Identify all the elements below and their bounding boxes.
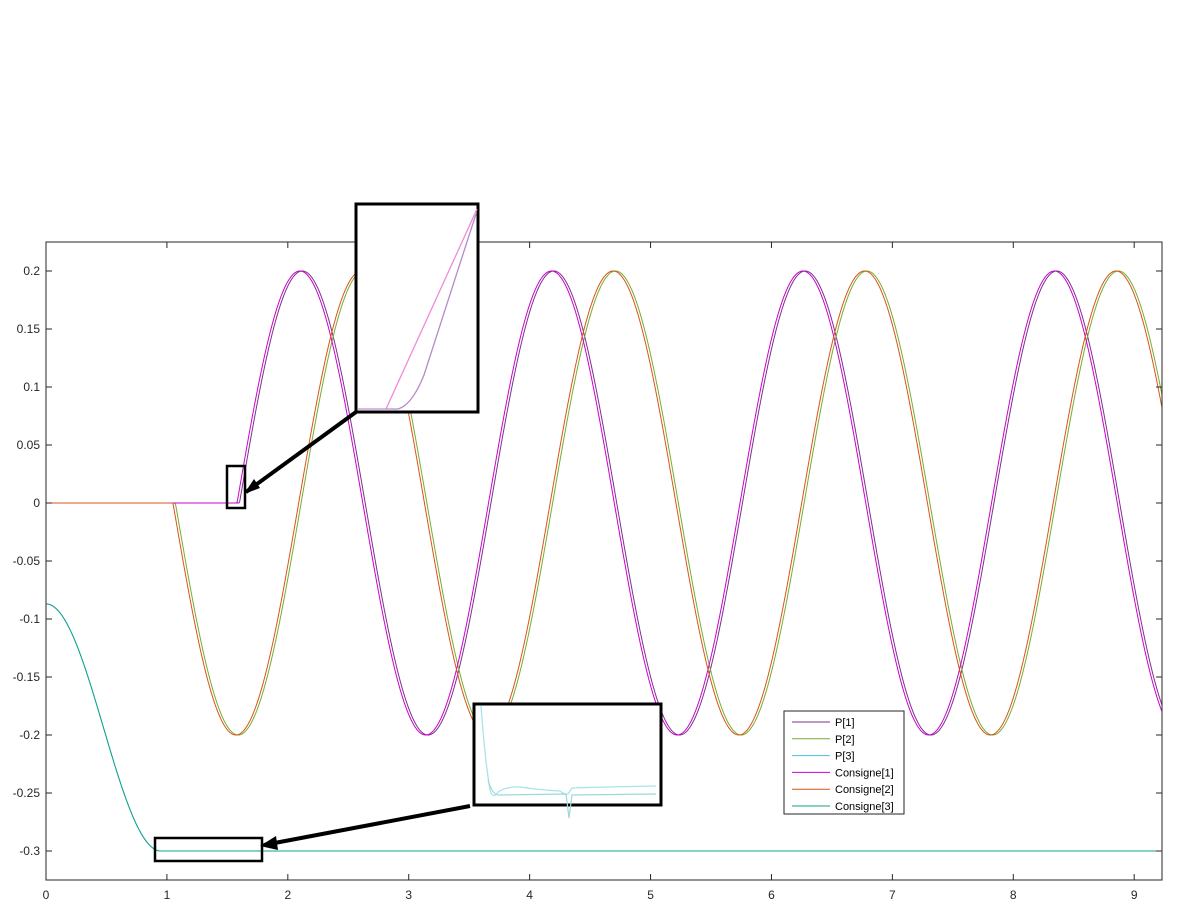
legend-label: Consigne[3]	[835, 801, 894, 813]
zoom-inset-box-1	[354, 202, 480, 414]
zoom-arrow-1	[244, 410, 358, 494]
x-tick-label: 0	[43, 888, 50, 902]
x-tick-label: 4	[526, 888, 533, 902]
x-tick-label: 2	[284, 888, 291, 902]
legend-label: P[2]	[835, 734, 855, 746]
x-tick-label: 1	[164, 888, 171, 902]
series-line-p2	[46, 270, 1163, 736]
y-tick-label: 0	[33, 496, 40, 510]
inset1-p1-line	[386, 213, 477, 410]
y-tick-label: 0.15	[17, 322, 41, 336]
y-tick-label: 0.05	[17, 438, 41, 452]
series-line-consigne1	[46, 270, 1163, 736]
zoom-inset-2	[153, 702, 663, 863]
inset1-consigne1-line	[385, 208, 478, 410]
legend-box	[783, 710, 905, 815]
y-tick-label: -0.1	[19, 612, 40, 626]
x-tick-label: 7	[889, 888, 896, 902]
zoom-target-box-2	[153, 836, 264, 863]
y-tick-label: -0.2	[19, 728, 40, 742]
y-tick-label: 0.1	[23, 380, 40, 394]
axes: 0 1 2 3 4 5 6 7 8 9 0.2 0.15 0.1 0.05 0 -0.05 -0.1 -0.15 -…	[13, 241, 1163, 902]
zoom-arrow-1-head	[244, 479, 260, 494]
x-tick-label: 5	[647, 888, 654, 902]
y-tick-label: -0.25	[13, 786, 41, 800]
y-tick-label: -0.15	[13, 670, 41, 684]
legend-label: Consigne[1]	[835, 767, 894, 779]
x-tick-label: 8	[1010, 888, 1017, 902]
zoom-target-box-1	[225, 464, 247, 510]
series-line-consigne2	[46, 270, 1163, 736]
legend-label: P[3]	[835, 751, 855, 763]
x-tick-label: 3	[405, 888, 412, 902]
zoom-arrow-2	[263, 804, 471, 847]
series-layer	[45, 270, 1163, 852]
zoom-inset-1	[225, 202, 480, 510]
inset2-consigne3-line	[487, 779, 657, 819]
zoom-arrow-2-head	[260, 836, 278, 850]
legend-label: Consigne[2]	[835, 784, 894, 796]
inset2-p3-line	[480, 705, 657, 797]
series-line-consigne3	[45, 603, 1162, 852]
y-tick-label: -0.3	[19, 844, 40, 858]
y-tick-label: -0.05	[13, 554, 41, 568]
x-tick-label: 9	[1131, 888, 1138, 902]
x-tick-label: 6	[768, 888, 775, 902]
y-tick-label: 0.2	[23, 264, 40, 278]
legend: P[1] P[2] P[3] Consigne[1] Consigne[2] Consig…	[783, 710, 905, 815]
legend-label: P[1]	[835, 717, 855, 729]
